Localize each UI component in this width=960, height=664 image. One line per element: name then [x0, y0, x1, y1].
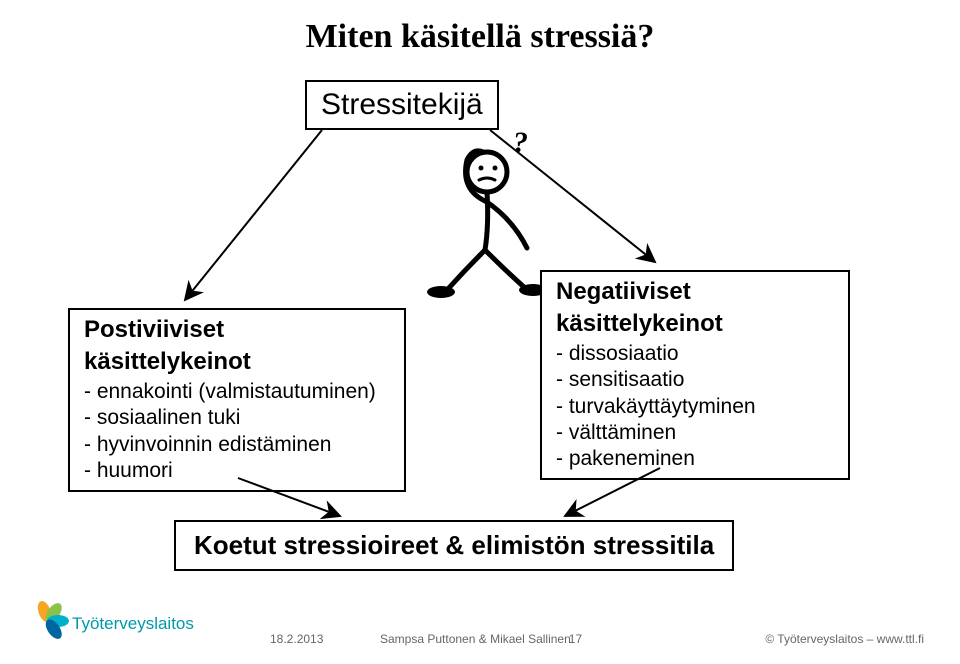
- footer-logo: Työterveyslaitos: [30, 601, 220, 652]
- left-item: - sosiaalinen tuki: [84, 405, 390, 431]
- bottom-label: Koetut stressioireet & elimistön stressi…: [194, 530, 714, 560]
- left-item: - huumori: [84, 458, 390, 484]
- footer-date: 18.2.2013: [270, 632, 323, 646]
- positive-coping-box: Postiviiviset käsittelykeinot - ennakoin…: [68, 308, 406, 492]
- footer-copyright: © Työterveyslaitos – www.ttl.fi: [765, 632, 924, 646]
- right-box-title1: Negatiiviset: [556, 278, 834, 306]
- right-item: - pakeneminen: [556, 446, 834, 472]
- footer-authors: Sampsa Puttonen & Mikael Sallinen17: [380, 632, 582, 646]
- thinking-figure: ?: [405, 130, 560, 300]
- arrow-to-left-box: [185, 130, 322, 300]
- stressor-box: Stressitekijä: [305, 80, 499, 130]
- negative-coping-box: Negatiiviset käsittelykeinot - dissosiaa…: [540, 270, 850, 480]
- right-item: - välttäminen: [556, 420, 834, 446]
- logo-text: Työterveyslaitos: [72, 614, 194, 633]
- footer: Työterveyslaitos 18.2.2013 Sampsa Putton…: [0, 612, 960, 652]
- right-box-title2: käsittelykeinot: [556, 310, 834, 338]
- symptoms-box: Koetut stressioireet & elimistön stressi…: [174, 520, 734, 571]
- right-item: - dissosiaatio: [556, 341, 834, 367]
- question-mark-icon: ?: [513, 130, 528, 159]
- left-item: - ennakointi (valmistautuminen): [84, 379, 390, 405]
- right-item: - turvakäyttäytyminen: [556, 394, 834, 420]
- left-item: - hyvinvoinnin edistäminen: [84, 432, 390, 458]
- right-item: - sensitisaatio: [556, 367, 834, 393]
- left-box-title1: Postiviiviset: [84, 316, 390, 344]
- left-box-title2: käsittelykeinot: [84, 348, 390, 376]
- page-title: Miten käsitellä stressiä?: [0, 18, 960, 56]
- stressor-label: Stressitekijä: [321, 88, 483, 121]
